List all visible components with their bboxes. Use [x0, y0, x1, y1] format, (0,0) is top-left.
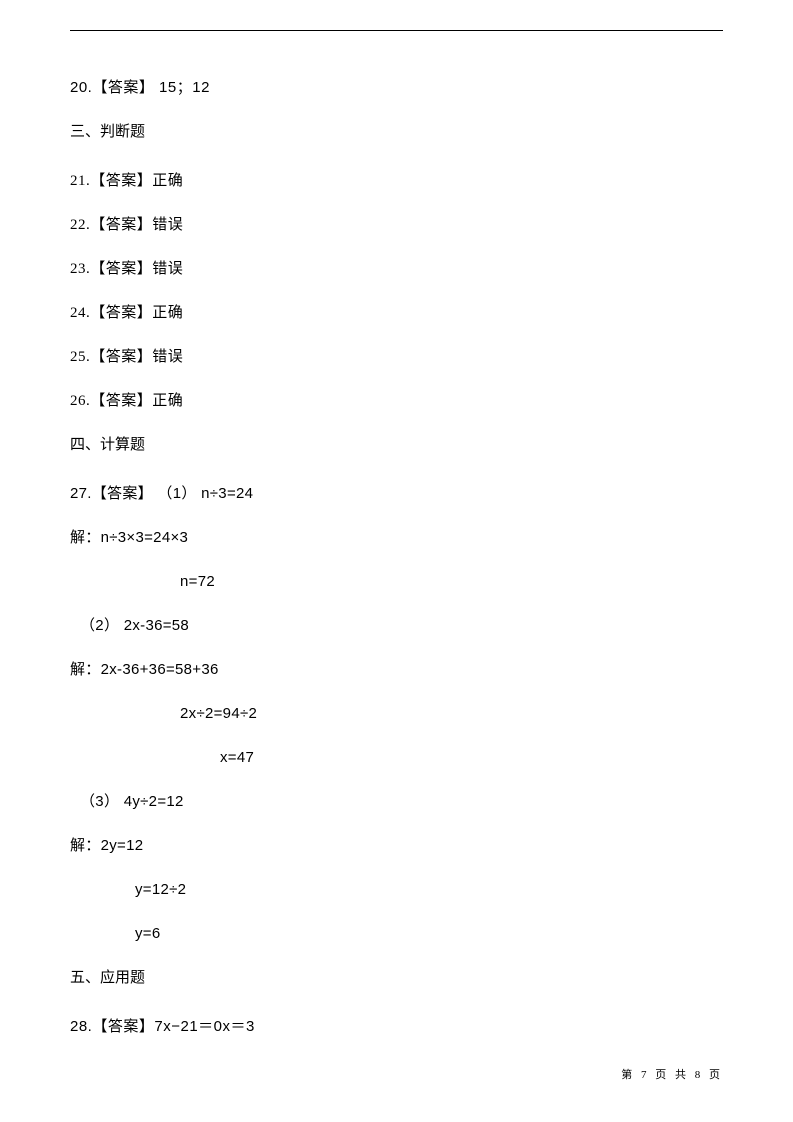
q20-label: 【答案】: [92, 79, 154, 96]
q27-step6: 解：2y=12: [70, 834, 723, 858]
q21-label: 【答案】: [90, 173, 152, 189]
q27-step5: x=47: [70, 746, 723, 770]
q27-step1: 解：n÷3×3=24×3: [70, 526, 723, 550]
q27-step2: n=72: [70, 570, 723, 594]
q20-num: 20.: [70, 79, 92, 96]
q22-label: 【答案】: [90, 217, 152, 233]
q27-part2: （2） 2x-36=58: [70, 614, 723, 638]
q25-label: 【答案】: [90, 349, 152, 365]
q27-part3: （3） 4y÷2=12: [70, 790, 723, 814]
q26-num: 26.: [70, 393, 90, 409]
q21-num: 21.: [70, 173, 90, 189]
answer-25: 25.【答案】错误: [70, 345, 723, 369]
top-rule: [70, 30, 723, 31]
answer-22: 22.【答案】错误: [70, 213, 723, 237]
section-5-heading: 五、应用题: [70, 966, 723, 990]
answer-24: 24.【答案】正确: [70, 301, 723, 325]
q25-value: 错误: [152, 349, 183, 365]
q27-header: 27.【答案】 （1） n÷3=24: [70, 482, 723, 506]
q26-value: 正确: [152, 393, 183, 409]
q20-value: 15；12: [154, 79, 210, 96]
answer-23: 23.【答案】错误: [70, 257, 723, 281]
q25-num: 25.: [70, 349, 90, 365]
q26-label: 【答案】: [90, 393, 152, 409]
answer-28: 28.【答案】7x−21＝0x＝3: [70, 1015, 723, 1039]
answer-21: 21.【答案】正确: [70, 169, 723, 193]
q23-label: 【答案】: [90, 261, 152, 277]
q22-value: 错误: [152, 217, 183, 233]
q24-label: 【答案】: [90, 305, 152, 321]
q27-step3: 解：2x-36+36=58+36: [70, 658, 723, 682]
q27-step8: y=6: [70, 922, 723, 946]
q21-value: 正确: [152, 173, 183, 189]
answer-26: 26.【答案】正确: [70, 389, 723, 413]
page-footer: 第 7 页 共 8 页: [621, 1066, 723, 1082]
q28-num: 28.: [70, 1018, 92, 1035]
answer-20: 20.【答案】 15；12: [70, 76, 723, 100]
q27-step4: 2x÷2=94÷2: [70, 702, 723, 726]
page-container: 20.【答案】 15；12 三、判断题 21.【答案】正确 22.【答案】错误 …: [0, 0, 793, 1039]
q28-value: 7x−21＝0x＝3: [154, 1018, 254, 1035]
q24-value: 正确: [152, 305, 183, 321]
q24-num: 24.: [70, 305, 90, 321]
q23-value: 错误: [152, 261, 183, 277]
q23-num: 23.: [70, 261, 90, 277]
q22-num: 22.: [70, 217, 90, 233]
section-3-heading: 三、判断题: [70, 120, 723, 144]
q27-step7: y=12÷2: [70, 878, 723, 902]
section-4-heading: 四、计算题: [70, 433, 723, 457]
q28-label: 【答案】: [92, 1018, 154, 1035]
